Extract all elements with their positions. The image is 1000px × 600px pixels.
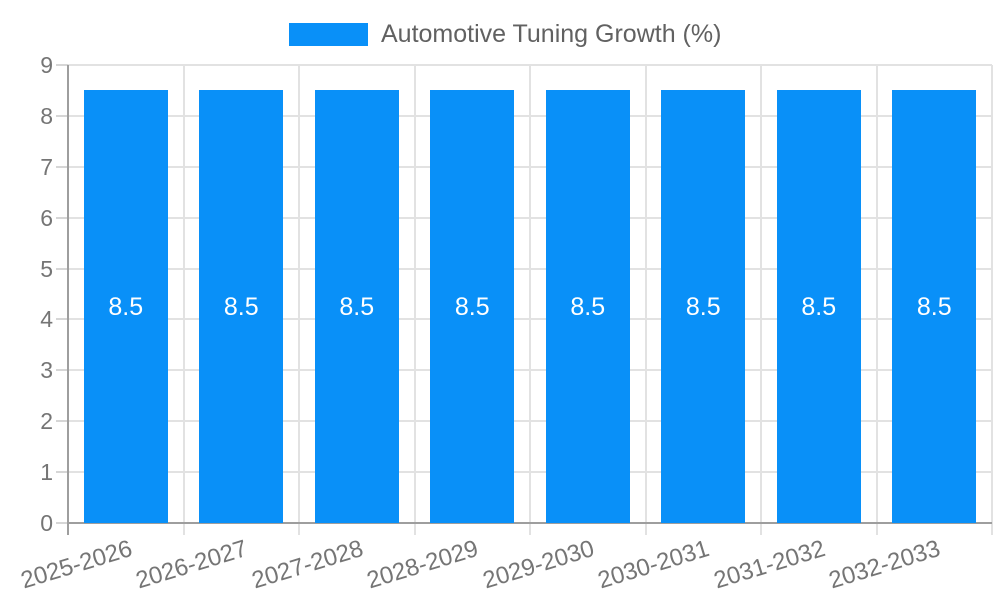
y-axis-line	[67, 65, 69, 535]
x-axis-tick-label: 2032-2033	[826, 535, 944, 595]
y-axis-tick	[56, 216, 68, 219]
bar-2028-2029[interactable]: 8.5	[430, 90, 515, 523]
y-axis-tick	[56, 471, 68, 474]
y-axis-tick	[56, 420, 68, 423]
y-axis-tick	[56, 267, 68, 270]
y-axis-tick	[56, 369, 68, 372]
y-axis-tick	[56, 64, 68, 66]
x-axis-tick-label: 2025-2026	[17, 535, 136, 595]
gridline-vertical	[991, 65, 993, 535]
gridline-vertical	[644, 65, 647, 535]
bar-2032-2033[interactable]: 8.5	[892, 90, 977, 523]
legend-label: Automotive Tuning Growth (%)	[381, 20, 722, 48]
y-axis-tick-label: 5	[40, 255, 53, 282]
legend: Automotive Tuning Growth (%)	[289, 20, 721, 48]
bar-value-label: 8.5	[801, 292, 837, 321]
gridline-vertical	[182, 65, 185, 535]
y-axis-tick-label: 8	[40, 102, 53, 129]
y-axis-tick	[56, 114, 68, 117]
gridline-vertical	[413, 65, 416, 535]
y-axis-tick	[56, 165, 68, 168]
gridline-vertical	[875, 65, 878, 535]
y-axis-tick-label: 3	[40, 357, 53, 384]
bar-value-label: 8.5	[685, 292, 721, 321]
x-axis-tick-label: 2026-2027	[133, 535, 251, 595]
y-axis-tick	[56, 522, 68, 524]
x-axis-tick-label: 2028-2029	[364, 535, 482, 595]
bar-2031-2032[interactable]: 8.5	[776, 90, 861, 523]
bar-value-label: 8.5	[454, 292, 490, 321]
y-axis-tick	[56, 318, 68, 321]
x-axis-tick-label: 2031-2032	[710, 535, 829, 595]
bar-value-label: 8.5	[223, 292, 259, 321]
gridline-vertical	[760, 65, 762, 535]
legend-item[interactable]: Automotive Tuning Growth (%)	[289, 20, 721, 48]
y-axis-tick-label: 6	[40, 204, 53, 231]
bar-value-label: 8.5	[916, 292, 952, 321]
bar-value-label: 8.5	[570, 292, 606, 321]
bar-value-label: 8.5	[108, 292, 144, 321]
x-axis-tick-label: 2030-2031	[595, 535, 713, 595]
bar-value-label: 8.5	[339, 292, 375, 321]
bar-2029-2030[interactable]: 8.5	[545, 90, 630, 523]
y-axis-tick-label: 7	[40, 153, 53, 180]
gridline-vertical	[529, 65, 531, 535]
y-axis-tick-label: 4	[40, 306, 53, 333]
y-axis-tick-label: 1	[40, 459, 53, 486]
bar-2030-2031[interactable]: 8.5	[661, 90, 746, 523]
y-axis-tick-label: 9	[40, 52, 53, 78]
y-axis-tick-label: 0	[40, 510, 53, 536]
x-axis-line	[68, 522, 992, 524]
x-axis-tick-label: 2027-2028	[248, 535, 367, 595]
gridline-vertical	[298, 65, 300, 535]
bar-2027-2028[interactable]: 8.5	[314, 90, 399, 523]
bar-2026-2027[interactable]: 8.5	[199, 90, 284, 523]
y-axis-tick-label: 2	[40, 408, 53, 435]
x-axis-tick-label: 2029-2030	[479, 535, 598, 595]
bar-2025-2026[interactable]: 8.5	[83, 90, 168, 523]
legend-swatch	[289, 22, 368, 46]
